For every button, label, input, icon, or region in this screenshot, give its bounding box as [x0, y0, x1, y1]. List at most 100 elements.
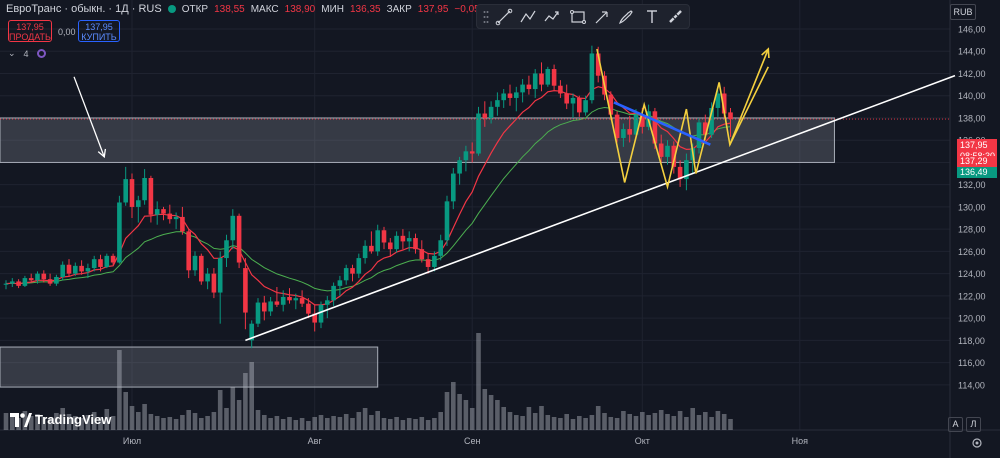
volume-bar	[66, 414, 72, 430]
sell-price: 137,95	[16, 22, 44, 32]
pointer-arrow-shaft	[73, 76, 105, 158]
volume-bar	[451, 382, 456, 430]
volume-bar	[60, 408, 65, 430]
candle-body	[280, 296, 286, 305]
candle-body	[362, 245, 368, 259]
low-value: 136,35	[349, 3, 381, 15]
candle-body	[482, 113, 488, 118]
indicators-legend[interactable]: ⌄ 4	[8, 48, 46, 59]
candle	[85, 263, 91, 279]
volume-bar	[514, 415, 519, 430]
volume-bar	[136, 412, 141, 430]
candle	[577, 95, 582, 117]
candle-body	[419, 249, 425, 260]
tradingview-logo[interactable]: TradingView	[10, 412, 111, 427]
volume-bar	[167, 417, 173, 430]
candle	[243, 258, 248, 330]
candle-body	[463, 151, 469, 161]
volume-bar	[161, 418, 166, 430]
volume-bar	[312, 417, 317, 430]
candle-body	[350, 268, 355, 274]
candle	[463, 145, 469, 172]
volume-bar	[287, 417, 292, 430]
volume-bar	[10, 415, 15, 430]
volume-bar	[425, 420, 431, 430]
candle-body	[570, 97, 576, 104]
volume-bar	[243, 373, 248, 430]
candle-body	[514, 92, 519, 98]
candle	[658, 134, 664, 163]
volume-bar	[721, 414, 727, 430]
candle-body	[721, 93, 727, 114]
settings-gear-icon[interactable]	[971, 437, 983, 449]
candle-body	[526, 84, 532, 90]
candle	[665, 140, 670, 165]
candle-body	[684, 160, 689, 180]
volume-bar	[293, 420, 299, 430]
candle	[318, 301, 324, 329]
candle-body	[621, 129, 626, 138]
candle-body	[665, 145, 670, 157]
drag-handle-icon[interactable]	[483, 10, 489, 24]
crosshair-pin-icon[interactable]	[593, 8, 611, 26]
sell-button[interactable]: 137,95 ПРОДАТЬ	[8, 20, 52, 42]
candle	[98, 254, 103, 272]
volume-bar	[47, 418, 53, 430]
candle	[161, 206, 166, 221]
volume-bar	[249, 362, 254, 430]
candle-body	[337, 280, 343, 286]
volume-bar	[73, 416, 78, 430]
volume-bar	[684, 417, 689, 430]
volume-bar	[558, 418, 563, 430]
volume-bar	[375, 411, 380, 430]
candle	[728, 107, 733, 137]
candle	[388, 238, 393, 257]
volume-bar	[469, 408, 475, 430]
candle	[532, 69, 538, 98]
volume-bar	[444, 392, 450, 430]
volume-bar	[154, 416, 160, 430]
candle	[476, 106, 481, 156]
candle	[3, 280, 9, 290]
candle-body	[375, 230, 380, 252]
candle-body	[16, 281, 21, 286]
volume-bar	[3, 413, 9, 430]
currency-selector[interactable]: RUB	[950, 4, 976, 20]
auto-scale-button[interactable]: A	[948, 417, 963, 432]
candle-body	[444, 201, 450, 241]
volume-bar	[564, 414, 569, 430]
candle	[633, 109, 639, 138]
log-scale-button[interactable]: Л	[966, 417, 981, 432]
candle-body	[22, 278, 28, 286]
candle	[343, 264, 349, 285]
candle	[60, 261, 65, 281]
candle	[432, 251, 437, 272]
y-tick-label: 128,00	[958, 225, 986, 235]
volume-bar	[495, 400, 500, 430]
candle	[236, 213, 242, 269]
candle	[41, 270, 47, 283]
pattern-path	[596, 48, 770, 191]
candle	[627, 115, 632, 143]
volume-bar	[274, 416, 280, 430]
trendline-icon[interactable]	[495, 8, 513, 26]
path-icon[interactable]	[543, 8, 561, 26]
polyline-icon[interactable]	[519, 8, 537, 26]
volume-bar	[28, 416, 34, 430]
candle-body	[425, 259, 431, 267]
candle	[356, 253, 362, 279]
buy-button[interactable]: 137,95 КУПИТЬ	[78, 20, 120, 42]
candle	[488, 101, 494, 124]
y-tick-label: 144,00	[958, 47, 986, 57]
candle	[217, 251, 223, 324]
symbol-title[interactable]: ЕвроТранс · обыкн. · 1Д · RUS	[6, 3, 162, 15]
y-tick-label: 118,00	[958, 336, 985, 346]
volume-bar	[640, 412, 645, 430]
measure-icon[interactable]	[667, 8, 685, 26]
chevron-down-icon[interactable]: ⌄	[8, 48, 16, 58]
settings-icon[interactable]	[36, 49, 46, 58]
text-icon[interactable]	[643, 8, 661, 26]
rectangle-icon[interactable]	[569, 8, 587, 26]
brush-icon[interactable]	[617, 8, 635, 26]
